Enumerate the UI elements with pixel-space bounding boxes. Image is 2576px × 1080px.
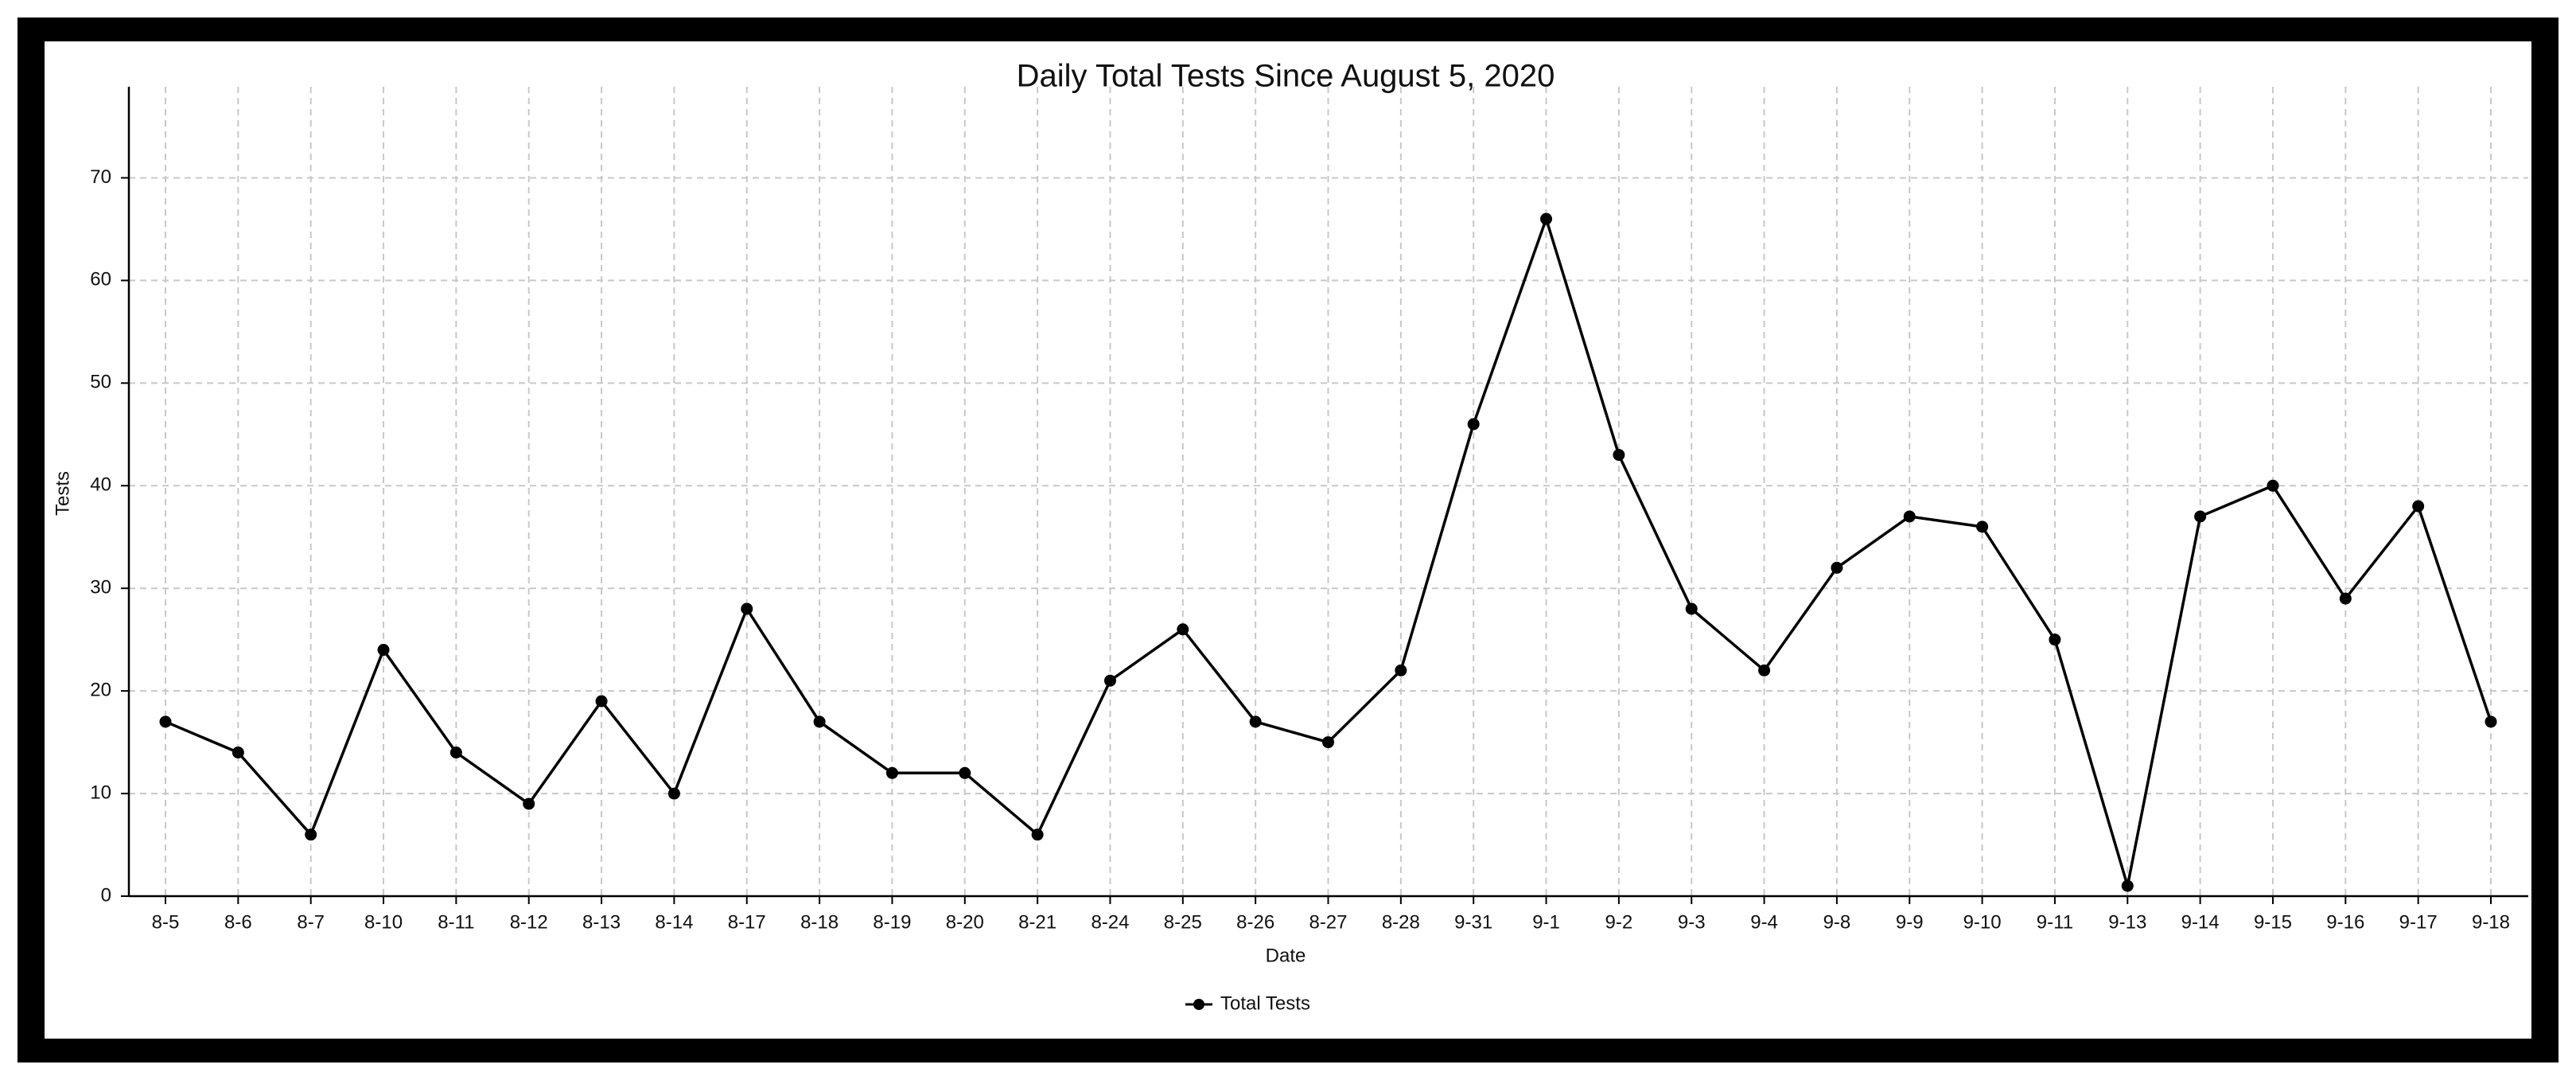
x-axis-label: Date xyxy=(1266,945,1306,966)
data-point xyxy=(1177,623,1189,636)
data-point xyxy=(741,602,753,615)
data-point xyxy=(2049,634,2061,646)
x-tick-label: 8-21 xyxy=(1018,911,1056,933)
data-point xyxy=(813,715,826,728)
x-tick-label: 9-18 xyxy=(2472,911,2510,933)
x-tick-label: 8-10 xyxy=(364,911,403,933)
y-tick-label: 40 xyxy=(90,474,111,496)
data-point xyxy=(1103,674,1116,687)
data-point xyxy=(2121,879,2134,892)
x-tick-label: 9-3 xyxy=(1678,911,1706,933)
legend-label: Total Tests xyxy=(1220,992,1310,1014)
x-axis-ticks: 8-5 8-6 8-7 8-10 8-11 8-12 8-13 8-14 8-17 8-18 8-1… xyxy=(152,896,2510,933)
data-point xyxy=(305,829,317,841)
x-tick-label: 8-11 xyxy=(438,911,474,933)
x-tick-label: 9-2 xyxy=(1605,911,1633,933)
y-tick-label: 0 xyxy=(101,884,111,906)
data-point xyxy=(1831,561,1843,574)
data-point xyxy=(1903,510,1916,523)
x-tick-label: 8-12 xyxy=(510,911,548,933)
data-point xyxy=(2339,592,2352,605)
y-tick-label: 20 xyxy=(90,679,111,700)
y-tick-label: 10 xyxy=(90,782,111,803)
y-axis-label: Tests xyxy=(52,471,73,516)
x-tick-label: 8-20 xyxy=(946,911,984,933)
data-point xyxy=(377,644,390,657)
x-tick-label: 9-16 xyxy=(2326,911,2364,933)
x-tick-label: 8-18 xyxy=(800,911,839,933)
x-tick-label: 8-5 xyxy=(152,911,180,933)
x-tick-label: 8-27 xyxy=(1309,911,1347,933)
x-tick-label: 9-17 xyxy=(2399,911,2438,933)
data-point xyxy=(1613,449,1625,462)
data-point xyxy=(595,695,608,708)
x-tick-label: 9-13 xyxy=(2108,911,2146,933)
y-tick-label: 50 xyxy=(90,372,111,393)
data-point xyxy=(1758,664,1771,676)
legend: Total Tests xyxy=(1185,992,1310,1014)
chart-title: Daily Total Tests Since August 5, 2020 xyxy=(1017,59,1555,94)
x-tick-label: 8-7 xyxy=(297,911,325,933)
x-tick-label: 8-26 xyxy=(1236,911,1274,933)
x-tick-label: 9-9 xyxy=(1896,911,1924,933)
x-tick-label: 9-15 xyxy=(2254,911,2292,933)
chart-panel: Daily Total Tests Since August 5, 2020 0… xyxy=(45,41,2531,1039)
data-point xyxy=(1540,212,1553,225)
data-point xyxy=(1249,715,1262,728)
data-point xyxy=(1031,829,1044,841)
x-tick-label: 9-11 xyxy=(2037,911,2073,933)
data-point xyxy=(1467,418,1480,431)
x-tick-label: 9-14 xyxy=(2181,911,2220,933)
data-point xyxy=(667,787,680,800)
legend-marker xyxy=(1193,999,1204,1010)
data-point xyxy=(2267,479,2279,492)
data-point xyxy=(885,766,898,779)
series-line xyxy=(165,217,2492,887)
data-point xyxy=(523,797,535,810)
x-tick-label: 8-13 xyxy=(582,911,621,933)
x-tick-label: 8-14 xyxy=(655,911,693,933)
x-tick-label: 8-19 xyxy=(873,911,911,933)
x-tick-label: 8-24 xyxy=(1091,911,1129,933)
data-point xyxy=(232,746,244,758)
data-point xyxy=(449,746,462,758)
x-tick-label: 8-17 xyxy=(728,911,766,933)
x-tick-label: 9-4 xyxy=(1750,911,1778,933)
x-tick-label: 9-8 xyxy=(1823,911,1851,933)
data-point xyxy=(1322,736,1334,749)
line-chart: Daily Total Tests Since August 5, 2020 0… xyxy=(52,59,2528,1014)
x-tick-label: 8-6 xyxy=(224,911,252,933)
data-point xyxy=(2194,510,2207,523)
x-tick-label: 9-10 xyxy=(1963,911,2002,933)
data-point xyxy=(2412,500,2425,513)
y-tick-label: 70 xyxy=(90,166,111,188)
x-tick-label: 9-1 xyxy=(1532,911,1560,933)
series-total-tests xyxy=(159,212,2497,892)
data-point xyxy=(1395,664,1407,676)
data-point xyxy=(1976,521,1989,533)
x-tick-label: 8-28 xyxy=(1382,911,1420,933)
data-point xyxy=(959,766,971,779)
y-tick-label: 60 xyxy=(90,269,111,290)
y-tick-label: 30 xyxy=(90,577,111,598)
data-point xyxy=(1685,602,1698,615)
data-point xyxy=(159,715,172,728)
x-tick-label: 9-31 xyxy=(1454,911,1492,933)
data-point xyxy=(2485,715,2497,728)
x-tick-label: 8-25 xyxy=(1164,911,1202,933)
y-axis-ticks: 0 10 20 30 40 50 60 70 xyxy=(90,166,129,906)
